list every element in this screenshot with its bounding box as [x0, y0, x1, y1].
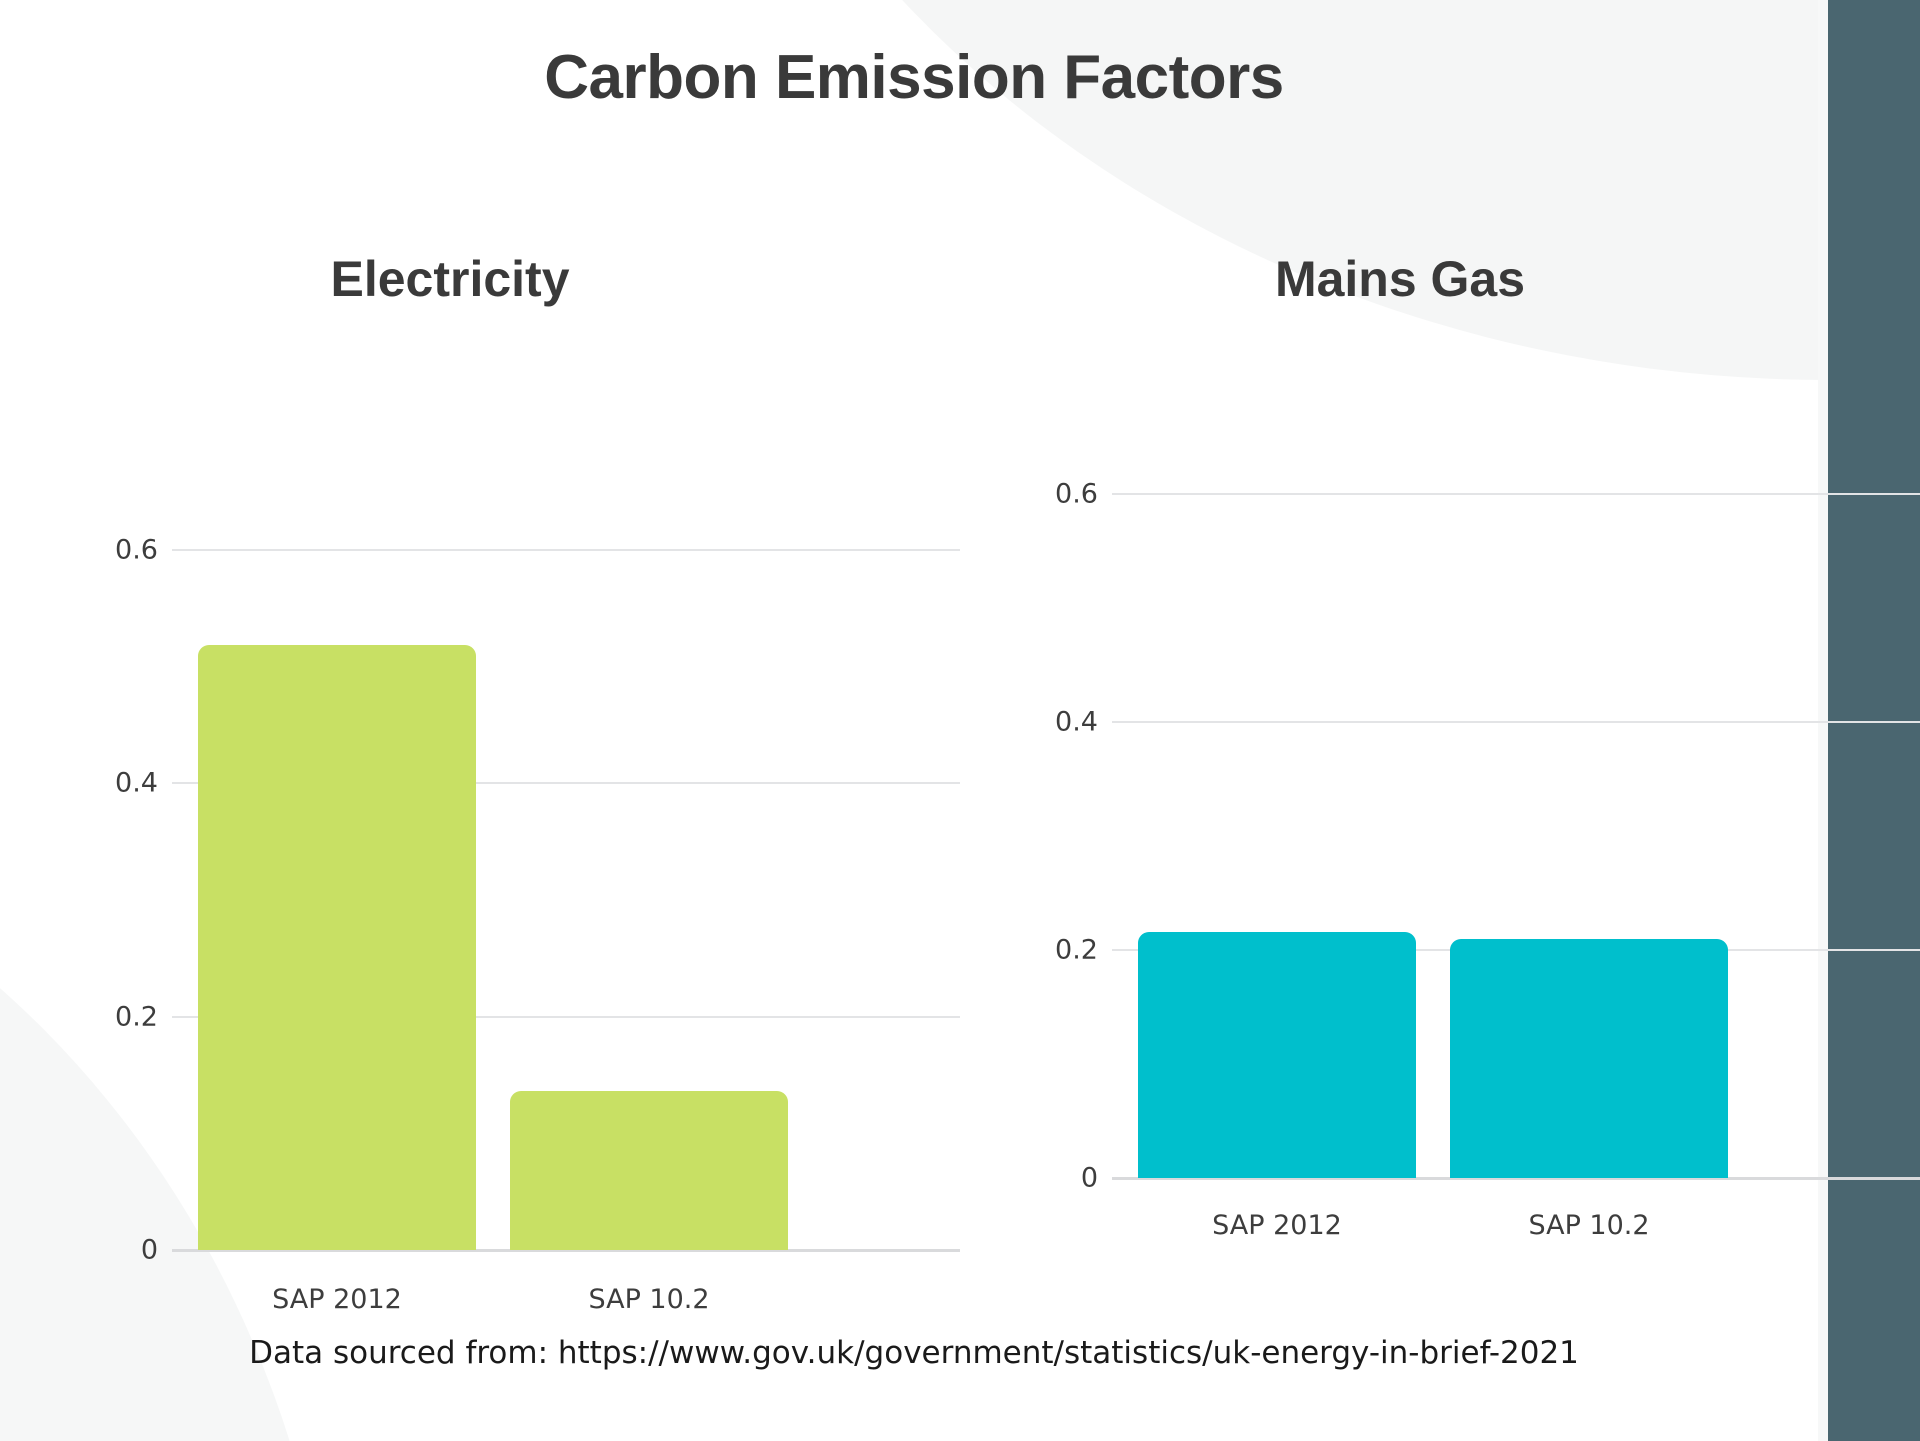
x-axis-tick-label: SAP 10.2: [588, 1284, 710, 1315]
bar-mains-gas-1[interactable]: [1138, 931, 1416, 1178]
y-axis-tick-label: 0.4: [115, 767, 158, 799]
axis-baseline: [1112, 1177, 1920, 1180]
y-axis-tick-label: 0.2: [115, 1001, 158, 1033]
x-axis-tick-label: SAP 2012: [1212, 1210, 1342, 1241]
chart-panel-electricity: Electricity 0 0.2 0.4 0.6 SAP 2012 SAP 10.2: [100, 250, 960, 1315]
x-axis-tick-label: SAP 2012: [272, 1284, 402, 1315]
gridline: [172, 549, 960, 551]
page-title: Carbon Emission Factors: [544, 43, 1284, 112]
x-axis-tick-label: SAP 10.2: [1528, 1210, 1650, 1241]
accent-band-edge: [1818, 0, 1828, 1441]
axis-baseline: [172, 1249, 960, 1252]
y-axis-tick-label: 0: [140, 1234, 158, 1266]
gridline: [1112, 721, 1920, 723]
plot-area-mains-gas: 0 0.2 0.4 0.6 SAP 2012 SAP 10.2: [1040, 458, 1920, 1241]
bar-electricity-1[interactable]: [198, 644, 476, 1250]
chart-title-mains-gas: Mains Gas: [1274, 251, 1526, 307]
y-axis-tick-label: 0.4: [1055, 706, 1098, 738]
y-axis-tick-label: 0.6: [1055, 478, 1098, 510]
accent-band-right: [1828, 0, 1920, 1441]
source-note: Data sourced from: https://www.gov.uk/go…: [249, 1335, 1579, 1371]
gridline: [172, 782, 960, 785]
bar-mains-gas-2[interactable]: [1450, 938, 1728, 1178]
y-axis-tick-label: 0.2: [1055, 934, 1098, 966]
y-axis-tick-label: 0: [1080, 1162, 1098, 1194]
bar-electricity-2[interactable]: [510, 1091, 788, 1250]
y-axis-tick-label: 0.6: [115, 534, 158, 566]
gridline: [172, 1015, 960, 1018]
plot-area-electricity: 0 0.2 0.4 0.6 SAP 2012 SAP 10.2: [100, 478, 960, 1315]
chart-panel-mains-gas: Mains Gas 0 0.2 0.4 0.6 SAP 2012 SAP 10.2: [1040, 250, 1920, 1241]
chart-title-electricity: Electricity: [330, 251, 570, 307]
gridline: [1112, 493, 1920, 495]
